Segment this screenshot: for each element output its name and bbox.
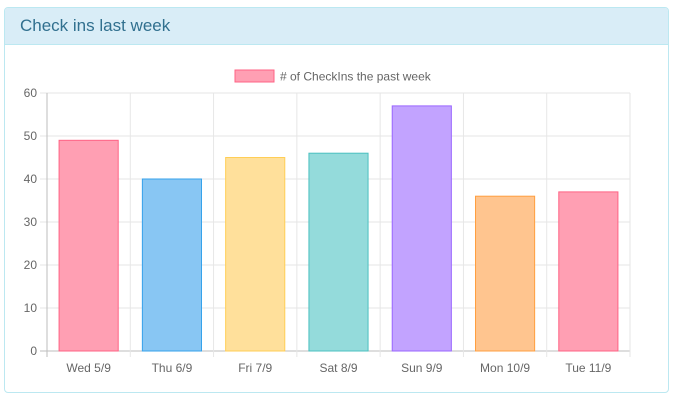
bar[interactable] [475, 195, 536, 352]
y-tick-label: 10 [24, 301, 38, 315]
legend-label: # of CheckIns the past week [280, 70, 432, 84]
chart-bars [58, 105, 619, 352]
bar[interactable] [141, 178, 202, 352]
x-tick-label: Mon 10/9 [480, 361, 530, 375]
x-axis: Wed 5/9 Thu 6/9 Fri 7/9 Sat 8/9 Sun 9/9 Mon 1… [66, 361, 611, 375]
y-tick-label: 0 [30, 344, 37, 358]
y-tick-label: 60 [24, 86, 38, 100]
x-tick-label: Sat 8/9 [319, 361, 357, 375]
y-tick-label: 40 [24, 172, 38, 186]
bar[interactable] [391, 105, 452, 352]
x-tick-label: Wed 5/9 [66, 361, 111, 375]
bar[interactable] [225, 157, 286, 352]
legend-swatch [234, 69, 275, 83]
y-tick-label: 50 [24, 129, 38, 143]
y-tick-label: 30 [24, 215, 38, 229]
x-tick-label: Thu 6/9 [152, 361, 193, 375]
bar[interactable] [558, 191, 619, 352]
panel-heading: Check ins last week [5, 8, 668, 45]
y-tick-label: 20 [24, 258, 38, 272]
x-tick-label: Sun 9/9 [401, 361, 443, 375]
y-axis: 0 10 20 30 40 50 60 [24, 86, 38, 358]
bar[interactable] [308, 152, 369, 352]
chart-legend[interactable]: # of CheckIns the past week [234, 69, 432, 84]
x-tick-label: Fri 7/9 [238, 361, 272, 375]
bar[interactable] [58, 139, 119, 352]
x-tick-label: Tue 11/9 [565, 361, 611, 375]
panel-title: Check ins last week [20, 16, 171, 35]
